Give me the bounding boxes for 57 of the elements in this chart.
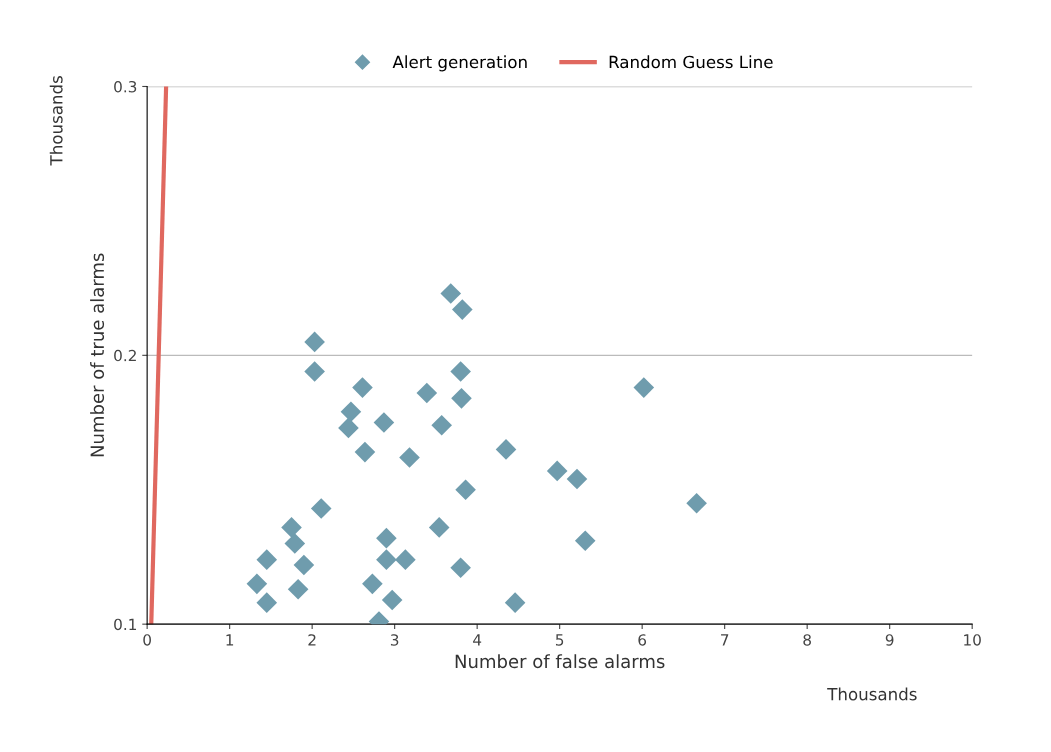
point: [440, 283, 462, 304]
x-tick-label: 10: [964, 634, 981, 646]
point: [362, 573, 383, 595]
x-tick-label: 4: [473, 634, 482, 646]
point: [284, 533, 306, 554]
point: [450, 361, 471, 382]
x-tick-label: 7: [721, 634, 729, 646]
point: [304, 361, 325, 382]
point: [381, 589, 403, 611]
point: [304, 331, 325, 353]
point: [495, 439, 517, 460]
point: [431, 414, 452, 436]
x-axis-title: Number of false alarms: [455, 654, 665, 669]
x-tick-label: 1: [226, 634, 234, 646]
text: Thousands: [827, 687, 917, 701]
point: [451, 388, 472, 409]
y-tick-label: 0.3: [114, 80, 137, 93]
x-tick-label: 0: [143, 634, 151, 646]
point: [450, 557, 471, 578]
point: [399, 447, 420, 468]
point: [287, 578, 309, 600]
x-tick-label: 9: [885, 634, 894, 646]
text: Thousands: [49, 76, 63, 166]
point: [452, 299, 473, 320]
x-tick-label: 8: [803, 634, 811, 646]
point: [428, 517, 450, 538]
point: [566, 468, 588, 490]
point: [256, 549, 278, 570]
point: [281, 517, 302, 538]
point: [574, 530, 596, 552]
point: [633, 377, 655, 398]
point: [686, 492, 707, 514]
point: [293, 554, 315, 576]
x-tick-label: 3: [390, 634, 399, 646]
y-tick-label: 0.1: [114, 618, 137, 631]
point: [416, 382, 438, 404]
y-tick-label: 0.2: [114, 349, 136, 362]
point: [395, 549, 416, 570]
point: [352, 377, 373, 398]
point: [340, 401, 362, 423]
point: [256, 592, 278, 613]
x-tick-label: 5: [555, 634, 564, 646]
legend-label: Alert generation: [392, 55, 527, 72]
point: [310, 498, 332, 519]
y-axis-title: Number of true alarms: [90, 253, 105, 457]
legend-label: Random Guess Line: [609, 55, 773, 69]
point: [455, 479, 476, 501]
point: [373, 412, 395, 433]
point: [354, 441, 376, 463]
point: [546, 460, 568, 482]
x-tick-label: 6: [638, 634, 647, 646]
point: [246, 573, 268, 595]
point: [376, 549, 397, 570]
point: [504, 592, 526, 613]
x-tick-label: 2: [308, 634, 316, 646]
point: [376, 527, 397, 549]
point: [338, 417, 359, 439]
